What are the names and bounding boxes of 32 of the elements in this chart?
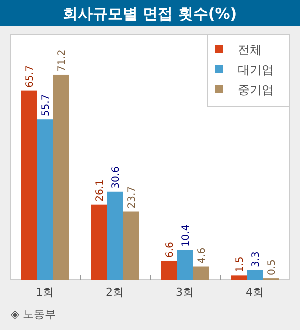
text: ◈ 노동부 <box>11 308 56 321</box>
data-label: 26.1 <box>95 180 106 202</box>
data-label: 1.5 <box>235 256 246 273</box>
data-label: 71.2 <box>57 50 68 72</box>
data-label: 10.4 <box>181 224 192 248</box>
bar <box>123 212 139 280</box>
bar <box>193 266 209 280</box>
bar <box>161 260 177 280</box>
legend-label: 전체 <box>238 43 262 57</box>
bar <box>37 120 53 280</box>
x-tick-label: 2회 <box>106 286 124 299</box>
x-tick-label: 3회 <box>176 286 194 299</box>
legend-label: 대기업 <box>238 63 274 77</box>
x-tick-label: 1회 <box>36 286 54 299</box>
data-label: 4.6 <box>197 248 208 264</box>
bar <box>107 192 123 280</box>
data-label: 23.7 <box>127 186 138 209</box>
bar <box>247 270 263 280</box>
data-label: 65.7 <box>25 66 36 88</box>
data-label: 30.6 <box>111 166 122 189</box>
data-label: 3.3 <box>251 252 262 268</box>
bar <box>91 204 107 280</box>
legend-label: 중기업 <box>238 83 274 97</box>
bar <box>53 74 69 280</box>
x-tick-label: 4회 <box>246 286 264 299</box>
bar <box>177 250 193 280</box>
data-label: 0.5 <box>267 260 278 276</box>
data-label: 6.6 <box>165 242 176 258</box>
bar <box>231 276 247 280</box>
bar <box>21 90 37 280</box>
data-label: 55.7 <box>41 94 52 117</box>
chart-title: 회사규모별 면접 횟수(%) <box>62 5 238 23</box>
